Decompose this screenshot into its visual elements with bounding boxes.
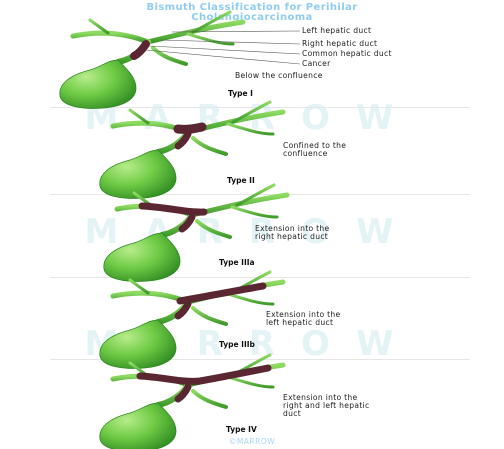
tumor [174,130,192,150]
right-hepatic-branch [128,108,150,125]
panel-divider [50,194,470,195]
legend-right-hepatic-duct: Right hepatic duct [302,39,378,48]
panel-3-description-line-2: right hepatic duct [255,232,329,241]
panel-4-biliary-tree [99,270,286,369]
legend-cancer: Cancer [302,59,331,68]
panel-2-type-label: Type II [227,176,255,185]
left-hepatic-branch [230,205,279,219]
panel-2-description-line-2: confluence [283,149,328,158]
cystic-duct [191,389,228,409]
left-hepatic-branch [235,183,276,207]
gallbladder [99,402,177,449]
tumor [136,364,272,385]
panel-3-type-label: Type IIIa [219,258,255,267]
tumor [174,300,192,320]
tumor [130,40,150,60]
left-hepatic-branch [226,292,275,306]
panel-2-biliary-tree [99,100,286,199]
panel-4-type-label: Type IIIb [219,340,255,349]
panel-2-description-line-1: Confined to the [283,141,347,150]
tumor [138,202,208,216]
cystic-duct [191,306,228,326]
gallbladder [59,59,137,109]
panel-5-type-label: Type IV [226,425,257,434]
left-hepatic-branch [191,10,232,34]
legend-left-hepatic-duct: Left hepatic duct [302,26,372,35]
panel-5-biliary-tree [99,353,286,449]
panel-5-description-line-1: Extension into the [283,393,358,402]
panel-4-description-line-1: Extension into the [266,310,341,319]
leader-cancer [145,49,301,65]
title-line-1: Bismuth Classification for Perihilar [146,2,358,13]
panel-1-biliary-tree [59,10,246,109]
panel-3-biliary-tree [103,183,290,282]
panel-4-description-line-2: left hepatic duct [266,318,334,327]
gallbladder [103,232,181,282]
leader-left-hepatic-duct [171,30,301,33]
cystic-duct [195,219,232,239]
tumor [178,213,196,233]
right-hepatic-duct [70,30,151,45]
tumor [176,282,267,305]
right-hepatic-branch [88,18,110,35]
panel-5-description-line-2: right and left hepatic [283,401,370,410]
panel-1-description: Below the confluence [235,71,323,80]
left-hepatic-branch [186,32,235,46]
cystic-duct [191,136,228,156]
tumor [173,122,207,134]
right-hepatic-branch [128,278,150,295]
panel-1-type-label: Type I [228,89,253,98]
left-hepatic-branch [226,122,275,136]
left-hepatic-branch [231,100,272,124]
cystic-duct [151,46,188,66]
copyright: ©MARROW [228,437,276,446]
gallbladder [99,319,177,369]
leader-right-hepatic-duct [159,39,301,45]
left-hepatic-branch [226,375,275,389]
legend-common-hepatic-duct: Common hepatic duct [302,49,392,58]
panel-5-description-line-3: duct [283,409,301,418]
panel-3-description-line-1: Extension into the [255,224,330,233]
leader-common-hepatic-duct [149,45,301,55]
title-line-2: Cholangiocarcinoma [191,12,313,23]
gallbladder [99,149,177,199]
tumor [174,383,192,403]
